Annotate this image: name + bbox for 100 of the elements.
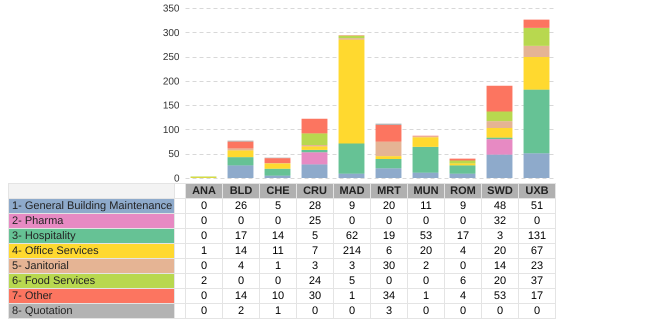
data-label: 4 (222, 258, 260, 274)
data-label: 11 (260, 244, 296, 258)
data-label: 14 (222, 244, 260, 258)
data-label: 0 (296, 304, 334, 318)
data-label: 0 (408, 304, 444, 318)
bar (302, 164, 328, 178)
data-label: 2 (408, 258, 444, 274)
data-label: 0 (260, 274, 296, 288)
data-label: 67 (518, 244, 556, 258)
data-label: 2 (186, 274, 222, 288)
bar (486, 111, 512, 122)
data-label: 0 (186, 258, 222, 274)
data-label: 9 (334, 198, 370, 214)
data-label: 10 (260, 288, 296, 304)
data-label: 0 (408, 274, 444, 288)
bar (412, 172, 438, 178)
data-label: 7 (296, 244, 334, 258)
bar (376, 125, 402, 142)
data-label: 37 (518, 274, 556, 288)
x-tick-label: CHE (260, 184, 296, 198)
bar (228, 157, 254, 166)
data-label: 0 (334, 304, 370, 318)
data-label: 4 (444, 288, 482, 304)
data-label: 0 (518, 304, 556, 318)
data-label: 0 (186, 228, 222, 244)
bar (412, 137, 438, 147)
y-tick-label: 250 (162, 52, 180, 64)
text: 1- General Building Maintenance (8, 198, 174, 214)
data-label: 48 (482, 198, 518, 214)
data-label: 17 (518, 288, 556, 304)
data-label: 25 (296, 214, 334, 228)
y-tick-label: 0 (174, 174, 180, 184)
data-label: 0 (518, 214, 556, 228)
data-label: 20 (370, 198, 408, 214)
text: 3- Hospitality (8, 228, 174, 244)
data-label: 14 (260, 228, 296, 244)
data-label: 0 (222, 214, 260, 228)
bar (338, 40, 364, 144)
data-label: 5 (296, 228, 334, 244)
bar (264, 168, 290, 176)
data-label: 0 (186, 288, 222, 304)
data-label: 9 (444, 198, 482, 214)
x-tick-label: CRU (296, 184, 334, 198)
data-label: 17 (222, 228, 260, 244)
data-label: 62 (334, 228, 370, 244)
data-label: 214 (334, 244, 370, 258)
data-label: 5 (260, 198, 296, 214)
data-label: 20 (482, 244, 518, 258)
data-label: 0 (408, 214, 444, 228)
bar (486, 128, 512, 138)
data-label: 0 (186, 214, 222, 228)
x-tick-label: UXB (518, 184, 556, 198)
data-label: 4 (444, 244, 482, 258)
bar (302, 152, 328, 164)
bar (486, 121, 512, 128)
data-label: 6 (444, 274, 482, 288)
y-tick-label: 150 (162, 100, 180, 112)
bar (302, 146, 328, 150)
bar (302, 118, 328, 134)
data-label: 0 (186, 304, 222, 318)
bar (524, 20, 550, 28)
bar (376, 142, 402, 156)
bar (450, 174, 476, 178)
data-label: 0 (444, 214, 482, 228)
bar (524, 90, 550, 154)
x-tick-label: SWD (482, 184, 518, 198)
x-tick-label: MUN (408, 184, 444, 198)
data-label: 3 (482, 228, 518, 244)
bar (524, 153, 550, 178)
data-label: 14 (482, 258, 518, 274)
bar (228, 150, 254, 158)
x-tick-label: MAD (334, 184, 370, 198)
bar (376, 156, 402, 160)
bar (524, 57, 550, 90)
text: 6- Food Services (8, 274, 174, 288)
data-label: 3 (296, 258, 334, 274)
data-label: 30 (296, 288, 334, 304)
text: 4- Office Services (8, 244, 174, 258)
bar (302, 150, 328, 152)
bar (486, 139, 512, 155)
data-label: 0 (260, 214, 296, 228)
y-tick-label: 50 (168, 149, 180, 160)
x-tick-label: ANA (186, 184, 222, 198)
bar (450, 160, 476, 164)
data-label: 32 (482, 214, 518, 228)
data-label: 2 (222, 304, 260, 318)
data-label: 17 (444, 228, 482, 244)
x-tick-label: MRT (370, 184, 408, 198)
bar (338, 144, 364, 174)
y-tick-label: 200 (162, 76, 180, 88)
bar (228, 142, 254, 148)
data-label: 28 (296, 198, 334, 214)
bar (412, 146, 438, 173)
data-label: 3 (334, 258, 370, 274)
data-label: 1 (260, 258, 296, 274)
bar (524, 28, 550, 46)
data-label: 6 (370, 244, 408, 258)
bar (450, 165, 476, 174)
bar (302, 133, 328, 145)
y-tick-label: 300 (162, 28, 180, 39)
